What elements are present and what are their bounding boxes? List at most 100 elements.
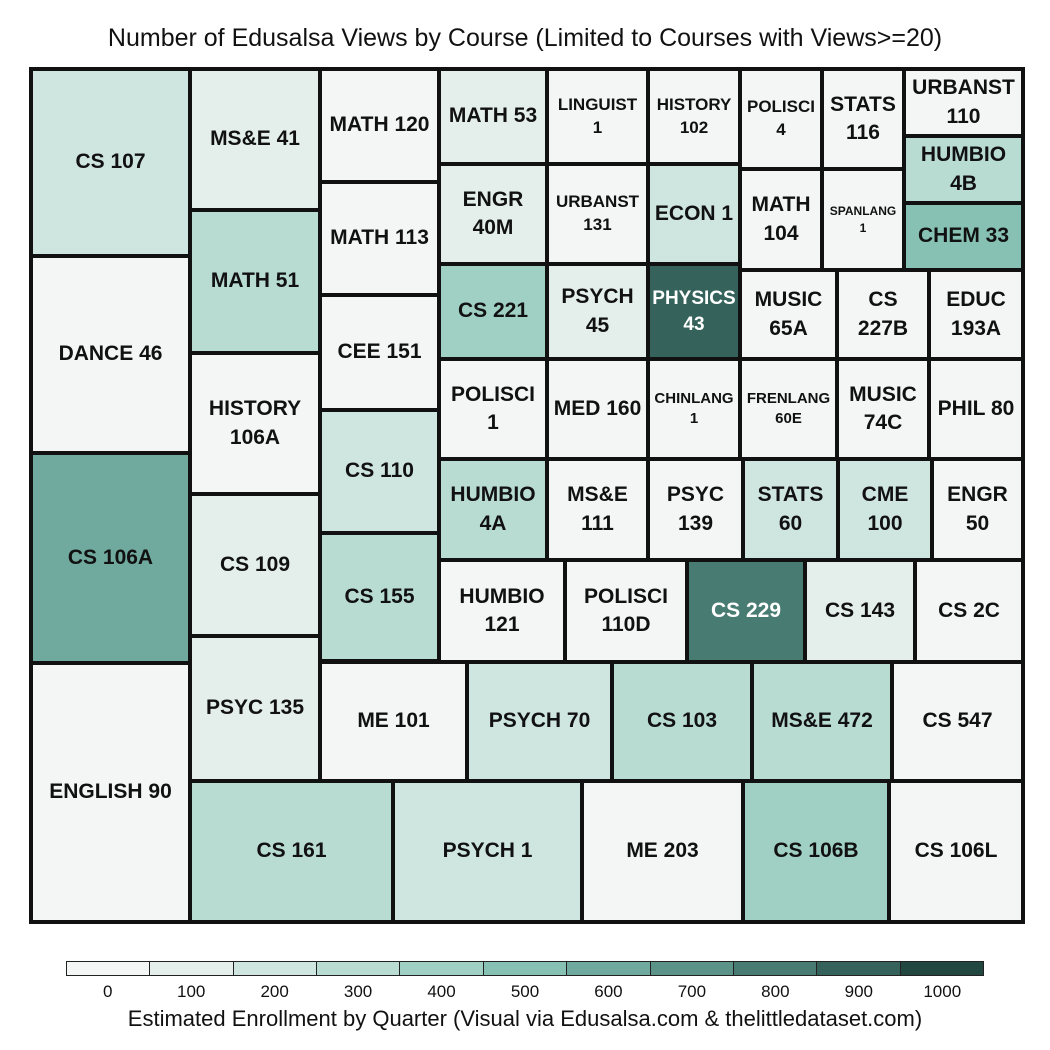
tile-label: POLISCI 110D: [583, 584, 668, 636]
tile-label: CS 221: [457, 299, 529, 323]
tile-label: EDUC 193A: [946, 288, 1006, 340]
treemap-tile: MS&E 41: [190, 69, 320, 210]
tile-label: URBANST 131: [555, 192, 640, 234]
treemap-tile: HUMBIO 4B: [904, 136, 1023, 203]
treemap: CS 107 DANCE 46 CS 106A ENGLISH 90 MS&E 41 MA…: [29, 67, 1025, 924]
treemap-tile: MATH 53: [439, 69, 547, 164]
tile-label: CS 155: [344, 584, 415, 608]
tile-label: MS&E 111: [567, 483, 628, 535]
tile-label: HUMBIO 4A: [450, 483, 536, 535]
colorbar-segment: [400, 962, 484, 975]
tile-label: ME 101: [357, 709, 430, 733]
tile-label: ENGR 50: [947, 483, 1008, 535]
treemap-tile: HISTORY 102: [648, 69, 740, 164]
tile-label: STATS 60: [757, 483, 824, 535]
colorbar-label: Estimated Enrollment by Quarter (Visual …: [127, 1006, 923, 1031]
tile-label: ENGR 40M: [462, 187, 524, 239]
tile-label: PSYCH 70: [488, 709, 591, 733]
treemap-tile: CS 109: [190, 494, 320, 636]
colorbar-segment: [317, 962, 401, 975]
treemap-tile: PHYSICS 43: [648, 264, 740, 359]
treemap-tile: PSYCH 70: [467, 662, 612, 781]
tile-label: PHYSICS 43: [652, 287, 736, 335]
tile-label: HUMBIO 121: [459, 584, 545, 636]
chart-title: Number of Edusalsa Views by Course (Limi…: [107, 24, 943, 52]
colorbar-tick-label: 400: [427, 982, 456, 1001]
tile-label: PSYCH 45: [561, 285, 634, 337]
colorbar-segment: [483, 962, 568, 975]
tile-label: STATS 116: [830, 92, 896, 144]
colorbar-segment: [567, 962, 651, 975]
treemap-tile: STATS 116: [822, 69, 904, 169]
colorbar-segment: [900, 962, 983, 975]
treemap-tile: ME 101: [320, 662, 467, 781]
tile-label: CS 106L: [914, 839, 998, 863]
tile-label: MATH 113: [330, 226, 429, 250]
tile-label: CS 227B: [857, 288, 909, 340]
tile-label: CS 2C: [938, 598, 1000, 622]
treemap-tile: CS 110: [320, 410, 439, 533]
tile-label: ECON 1: [654, 201, 734, 225]
colorbar-segment: [67, 962, 151, 975]
tile-label: CS 229: [710, 598, 782, 622]
tile-label: CHEM 33: [917, 224, 1010, 248]
treemap-tile: PSYCH 1: [393, 781, 582, 922]
colorbar-segment: [650, 962, 734, 975]
tile-label: CS 109: [219, 552, 291, 576]
tile-label: CS 110: [345, 459, 414, 483]
treemap-tile: CS 143: [805, 560, 915, 662]
treemap-tile: MATH 113: [320, 182, 439, 295]
colorbar-segment: [817, 962, 901, 975]
treemap-tile: URBANST 110: [904, 69, 1023, 136]
tile-label: CEE 151: [337, 340, 422, 364]
treemap-tile: MATH 51: [190, 210, 320, 353]
treemap-tile: MATH 120: [320, 69, 439, 182]
colorbar-tick-label: 300: [343, 982, 373, 1001]
treemap-tile: CS 161: [190, 781, 393, 922]
treemap-tile: HUMBIO 121: [439, 560, 565, 662]
treemap-tile: CS 155: [320, 533, 439, 661]
tile-label: CHINLANG 1: [654, 389, 734, 427]
tile-label: POLISCI 4: [746, 97, 815, 139]
treemap-tile: CHEM 33: [904, 203, 1023, 270]
treemap-tile: PHIL 80: [929, 359, 1023, 459]
treemap-tile: ECON 1: [648, 164, 740, 264]
treemap-tile: HUMBIO 4A: [439, 459, 547, 560]
tile-label: MATH 51: [210, 269, 300, 293]
tile-label: ENGLISH 90: [49, 780, 172, 804]
treemap-tile: SPANLANG 1: [822, 169, 904, 270]
tile-label: ME 203: [626, 839, 699, 863]
colorbar-segment: [233, 962, 318, 975]
colorbar-tick-label: 700: [677, 982, 707, 1001]
colorbar-tick-label: 800: [761, 982, 790, 1001]
tile-label: MUSIC 65A: [754, 288, 823, 340]
treemap-tile: CS 107: [31, 69, 190, 256]
treemap-tile: CS 227B: [837, 270, 929, 359]
treemap-tile: CS 547: [892, 662, 1023, 781]
tile-label: MATH 104: [751, 193, 811, 245]
treemap-tile: CHINLANG 1: [648, 359, 740, 459]
treemap-tile: CS 106B: [743, 781, 889, 922]
colorbar-segment: [150, 962, 234, 975]
treemap-tile: MUSIC 65A: [740, 270, 837, 359]
treemap-tile: HISTORY 106A: [190, 353, 320, 494]
treemap-tile: MED 160: [547, 359, 648, 459]
colorbar: [66, 961, 984, 976]
treemap-tile: ENGR 40M: [439, 164, 547, 264]
treemap-tile: ENGR 50: [932, 459, 1023, 560]
treemap-tile: DANCE 46: [31, 256, 190, 453]
treemap-tile: MUSIC 74C: [837, 359, 929, 459]
tile-label: CS 107: [75, 150, 146, 174]
treemap-tile: POLISCI 1: [439, 359, 547, 459]
treemap-tile: ME 203: [582, 781, 743, 922]
treemap-tile: POLISCI 110D: [565, 560, 687, 662]
treemap-tile: EDUC 193A: [929, 270, 1023, 359]
tile-label: PSYCH 1: [442, 839, 533, 863]
treemap-tile: URBANST 131: [547, 164, 648, 264]
treemap-tile: MATH 104: [740, 169, 822, 270]
treemap-tile: CS 106A: [31, 453, 190, 663]
tile-label: MATH 53: [448, 104, 538, 128]
treemap-tile: POLISCI 4: [740, 69, 822, 169]
colorbar-segment: [733, 962, 818, 975]
treemap-tile: MS&E 111: [547, 459, 648, 560]
